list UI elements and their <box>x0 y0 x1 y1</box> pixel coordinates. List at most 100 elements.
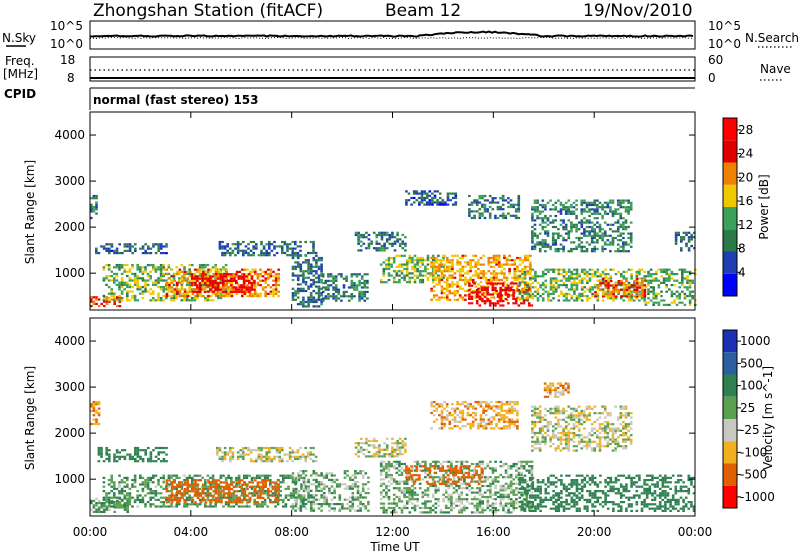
range-gate-cell <box>134 243 137 246</box>
range-gate-cell <box>635 277 639 280</box>
range-gate-cell <box>391 242 394 245</box>
colorbar-tick-label: 20 <box>738 170 753 184</box>
range-gate-cell <box>474 281 478 284</box>
range-gate-cell <box>570 281 574 284</box>
range-gate-cell <box>231 251 235 255</box>
range-gate-cell <box>307 296 310 299</box>
range-gate-cell <box>491 284 495 287</box>
range-gate-cell <box>599 273 602 276</box>
range-gate-cell <box>554 239 558 242</box>
range-gate-cell <box>251 494 254 497</box>
range-gate-cell <box>115 455 119 458</box>
range-gate-cell <box>469 292 472 295</box>
range-gate-cell <box>165 292 169 295</box>
range-gate-cell <box>157 453 160 456</box>
range-gate-cell <box>596 297 600 300</box>
range-gate-cell <box>307 267 310 271</box>
range-gate-cell <box>596 288 600 291</box>
range-gate-cell <box>102 266 106 269</box>
range-gate-cell <box>683 277 687 280</box>
range-gate-cell <box>207 499 210 502</box>
range-gate-cell <box>105 283 108 286</box>
range-gate-cell <box>283 453 287 456</box>
range-gate-cell <box>304 261 308 264</box>
range-gate-cell <box>365 437 368 440</box>
range-gate-cell <box>536 275 540 278</box>
range-gate-cell <box>149 453 153 456</box>
range-gate-cell <box>113 277 116 280</box>
range-gate-cell <box>277 485 280 488</box>
range-gate-cell <box>509 289 513 292</box>
range-gate-cell <box>128 492 132 495</box>
range-gate-cell <box>108 449 111 452</box>
range-gate-cell <box>348 478 352 481</box>
range-gate-cell <box>216 290 220 293</box>
range-gate-cell <box>269 498 272 501</box>
range-gate-cell <box>514 214 518 217</box>
range-gate-cell <box>302 272 305 275</box>
range-gate-cell <box>492 261 496 264</box>
range-gate-cell <box>152 245 155 248</box>
range-gate-cell <box>115 247 119 250</box>
range-gate-cell <box>167 264 171 267</box>
range-gate-cell <box>168 479 171 482</box>
range-gate-cell <box>126 499 129 502</box>
range-gate-cell <box>421 278 425 282</box>
range-gate-cell <box>259 284 262 287</box>
range-gate-cell <box>583 232 586 235</box>
range-gate-cell <box>408 278 412 282</box>
range-gate-cell <box>105 505 108 508</box>
range-gate-cell <box>165 505 168 508</box>
range-gate-cell <box>234 243 237 246</box>
range-gate-cell <box>512 297 515 300</box>
range-gate-cell <box>191 299 194 302</box>
colorbar-tick-label: 12 <box>738 218 753 232</box>
range-gate-cell <box>237 476 241 479</box>
range-gate-cell <box>580 281 584 284</box>
range-gate-cell <box>570 221 573 224</box>
range-gate-cell <box>281 460 284 463</box>
range-gate-cell <box>468 302 471 305</box>
range-gate-cell <box>265 446 268 450</box>
range-gate-cell <box>353 273 356 276</box>
range-gate-cell <box>456 298 459 301</box>
range-gate-cell <box>231 455 235 458</box>
range-gate-cell <box>256 281 260 284</box>
range-gate-cell <box>383 455 386 458</box>
range-gate-cell <box>461 287 465 290</box>
range-gate-cell <box>596 225 599 229</box>
range-gate-cell <box>312 305 316 308</box>
range-gate-cell <box>181 483 184 486</box>
range-gate-cell <box>259 492 262 495</box>
range-gate-cell <box>413 274 417 277</box>
range-gate-cell <box>317 287 321 290</box>
range-gate-cell <box>453 298 457 301</box>
range-gate-cell <box>564 239 568 242</box>
range-gate-cell <box>180 299 184 302</box>
range-gate-cell <box>162 479 165 482</box>
range-gate-cell <box>196 288 200 291</box>
range-gate-cell <box>682 231 686 234</box>
range-gate-cell <box>622 221 625 224</box>
range-gate-cell <box>296 507 300 510</box>
range-gate-cell <box>222 295 226 298</box>
range-gate-cell <box>471 274 475 277</box>
range-gate-cell <box>633 291 636 294</box>
range-gate-cell <box>533 201 537 204</box>
range-gate-cell <box>392 278 396 282</box>
range-gate-cell <box>100 506 103 509</box>
range-gate-cell <box>168 281 171 284</box>
range-gate-cell <box>206 279 209 282</box>
range-gate-cell <box>606 212 610 215</box>
range-gate-cell <box>598 230 602 233</box>
range-gate-cell <box>90 305 93 308</box>
range-gate-cell <box>620 295 623 298</box>
range-gate-cell <box>693 231 696 234</box>
range-gate-cell <box>252 254 255 257</box>
range-gate-cell <box>165 295 169 298</box>
range-gate-cell <box>105 492 108 495</box>
range-gate-cell <box>219 275 222 278</box>
range-gate-cell <box>291 296 295 299</box>
range-gate-cell <box>317 276 321 279</box>
range-gate-cell <box>236 457 240 461</box>
